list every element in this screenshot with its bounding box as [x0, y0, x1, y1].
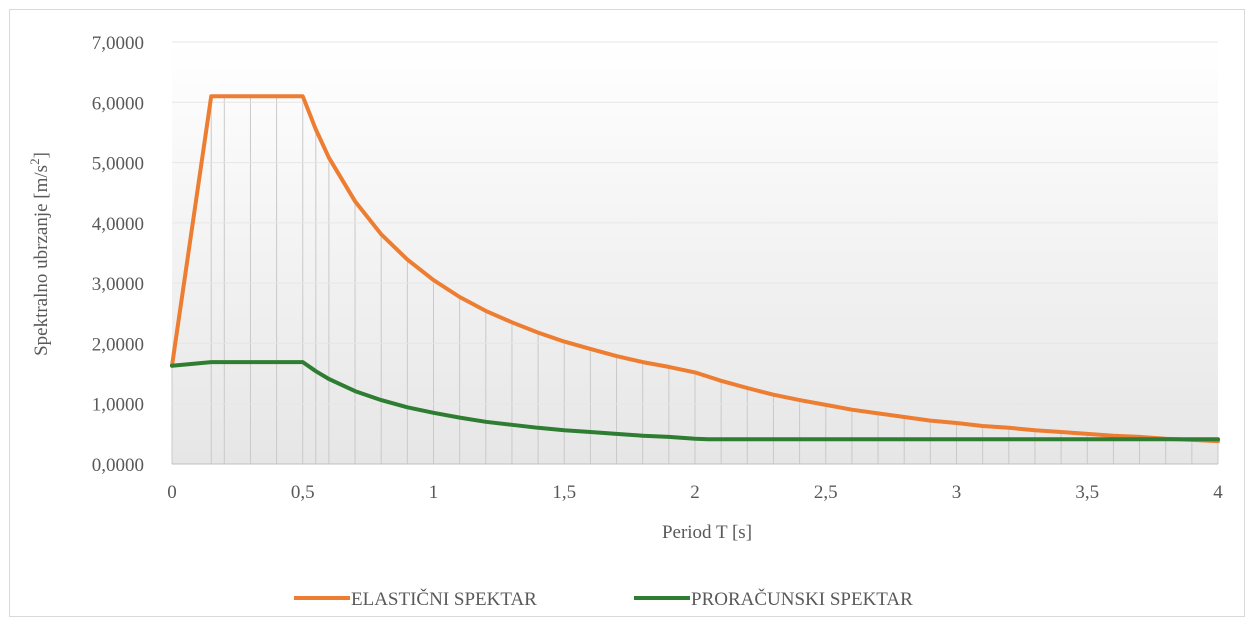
x-tick-label: 1 — [429, 482, 439, 503]
drop-lines — [171, 96, 1219, 464]
x-tick-label: 0 — [167, 482, 177, 503]
y-tick-label: 2,0000 — [92, 334, 144, 355]
x-tick-label: 3,5 — [1075, 482, 1099, 503]
y-tick-labels: 0,0000 1,0000 2,0000 3,0000 4,0000 5,0000 6,00… — [92, 33, 144, 476]
x-tick-label: 3 — [952, 482, 962, 503]
y-tick-label: 1,0000 — [92, 395, 144, 416]
x-tick-label: 2 — [690, 482, 700, 503]
x-axis-title: Period T [s] — [662, 522, 752, 543]
y-tick-label: 6,0000 — [92, 93, 144, 114]
legend-label-proracunski: PRORAČUNSKI SPEKTAR — [691, 588, 913, 610]
x-tick-label: 2,5 — [814, 482, 838, 503]
x-tick-label: 4 — [1213, 482, 1223, 503]
y-tick-label: 7,0000 — [92, 33, 144, 54]
series-lines — [170, 94, 1220, 444]
legend: ELASTIČNI SPEKTAR PRORAČUNSKI SPEKTAR — [294, 588, 913, 610]
legend-label-elasticni: ELASTIČNI SPEKTAR — [351, 588, 537, 610]
y-tick-label: 0,0000 — [92, 455, 144, 476]
x-tick-label: 0,5 — [291, 482, 315, 503]
y-tick-label: 3,0000 — [92, 274, 144, 295]
series-line-elasticni — [170, 94, 1220, 444]
y-axis-title: Spektralno ubrzanje [m/s2] — [27, 152, 52, 356]
y-tick-label: 5,0000 — [92, 154, 144, 175]
x-tick-labels: 0 0,5 1 1,5 2 2,5 3 3,5 4 — [167, 482, 1223, 503]
y-tick-label: 4,0000 — [92, 214, 144, 235]
x-tick-label: 1,5 — [552, 482, 576, 503]
y-gridlines — [172, 41, 1218, 405]
series-line-proracunski — [170, 360, 1220, 442]
